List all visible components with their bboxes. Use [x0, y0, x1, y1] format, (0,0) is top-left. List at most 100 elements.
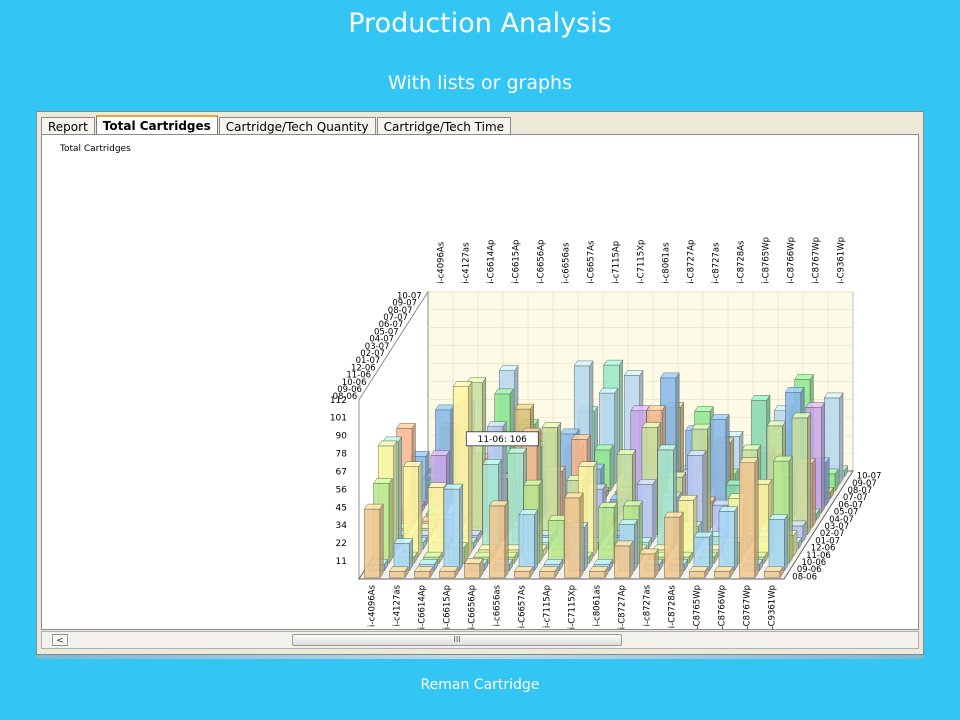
- category-label-bottom: i-C9361Wp: [768, 585, 778, 629]
- y-tick-label: 67: [336, 467, 347, 477]
- chart-bar[interactable]: [393, 537, 414, 572]
- chart-bar[interactable]: [688, 565, 709, 579]
- depth-label-left: 05-07: [374, 327, 399, 337]
- chart-bar[interactable]: [663, 511, 684, 579]
- category-label-bottom: i-c8727as: [643, 584, 653, 626]
- category-label-top: i-C6657As: [587, 240, 597, 284]
- category-label-bottom: i-c4096As: [368, 584, 378, 627]
- 3d-bar-chart[interactable]: 112234455667789010111208-0609-0610-0611-…: [42, 135, 918, 629]
- slide-footer: Reman Cartridge: [420, 677, 540, 693]
- category-label-bottom: i-c8061as: [593, 584, 603, 626]
- depth-label-right: 09-06: [797, 565, 822, 575]
- tooltip-text: 11-06: 106: [478, 435, 527, 445]
- category-label-top: i-C8727Ap: [687, 240, 697, 284]
- chart-bar[interactable]: [791, 412, 812, 536]
- tab-total-cartridges[interactable]: Total Cartridges: [95, 115, 218, 137]
- depth-label-right: 08-06: [792, 572, 817, 582]
- category-label-top: i-C6656Ap: [537, 240, 547, 284]
- chart-bar[interactable]: [463, 557, 484, 579]
- chart-bar[interactable]: [363, 503, 384, 579]
- depth-label-left: 10-07: [397, 291, 422, 301]
- category-label-top: i-C7115Xp: [637, 240, 647, 284]
- category-label-top: i-c6656as: [562, 242, 572, 284]
- category-label-top: i-C8766Wp: [787, 237, 797, 284]
- chart-bar[interactable]: [438, 565, 459, 579]
- tab-cartridge-tech-quantity[interactable]: Cartridge/Tech Quantity: [218, 117, 376, 136]
- y-tick-label: 56: [336, 485, 348, 495]
- y-tick-label: 101: [330, 414, 347, 424]
- category-label-top: i-C6615Ap: [512, 240, 522, 284]
- chart-bar[interactable]: [718, 505, 739, 572]
- chart-bar[interactable]: [768, 513, 789, 572]
- depth-label-left: 07-07: [383, 313, 408, 323]
- category-label-top: i-c7115Ap: [612, 241, 622, 284]
- category-label-bottom: i-C8727Ap: [618, 585, 628, 629]
- category-label-bottom: i-C7115Xp: [568, 585, 578, 629]
- chart-bar[interactable]: [413, 565, 434, 579]
- category-label-bottom: i-c7115Ap: [543, 585, 553, 628]
- depth-label-left: 01-07: [356, 356, 381, 366]
- depth-label-left: 06-07: [379, 320, 404, 330]
- chart-bar[interactable]: [513, 565, 534, 579]
- depth-label-left: 09-07: [392, 299, 417, 309]
- depth-label-left: 03-07: [365, 342, 390, 352]
- chart-bar[interactable]: [713, 565, 734, 579]
- depth-label-right: 03-07: [825, 522, 850, 532]
- chart-bar[interactable]: [563, 492, 584, 579]
- y-tick-label: 112: [330, 396, 347, 406]
- y-tick-label: 78: [336, 450, 348, 460]
- tab-bar: Report Total Cartridges Cartridge/Tech Q…: [41, 115, 512, 137]
- horizontal-scrollbar[interactable]: < III: [41, 631, 919, 649]
- chart-bar[interactable]: [402, 460, 423, 558]
- tab-cartridge-tech-time[interactable]: Cartridge/Tech Time: [376, 117, 512, 136]
- depth-label-right: 01-07: [815, 536, 840, 546]
- category-label-bottom: i-c6656as: [493, 584, 503, 626]
- scroll-thumb[interactable]: III: [292, 634, 622, 646]
- category-label-top: i-c8727as: [712, 242, 722, 284]
- depth-label-left: 09-06: [337, 385, 362, 395]
- category-label-bottom: i-C6656Ap: [468, 585, 478, 629]
- category-label-bottom: i-c4127as: [393, 584, 403, 626]
- category-label-top: i-C9361Wp: [837, 237, 847, 284]
- y-tick-label: 34: [336, 521, 348, 531]
- category-label-top: i-C6614Ap: [487, 240, 497, 284]
- scroll-left-button[interactable]: <: [52, 634, 68, 646]
- chart-bar[interactable]: [388, 565, 409, 579]
- chart-bar[interactable]: [443, 483, 464, 572]
- chart-bar[interactable]: [588, 565, 609, 579]
- category-label-bottom: i-C8766Wp: [718, 585, 728, 629]
- window-bottom-edge: [36, 655, 924, 659]
- chart-bar[interactable]: [538, 565, 559, 579]
- category-label-bottom: i-C8767Wp: [743, 585, 753, 629]
- depth-label-left: 10-06: [342, 378, 367, 388]
- slide-subtitle: With lists or graphs: [387, 72, 573, 94]
- chart-bar[interactable]: [693, 531, 714, 572]
- depth-label-left: 02-07: [360, 349, 385, 359]
- chart-bar[interactable]: [518, 508, 539, 572]
- category-label-bottom: i-C6657As: [518, 584, 528, 628]
- depth-label-right: 11-06: [806, 551, 831, 561]
- chart-title: Total Cartridges: [60, 144, 131, 154]
- depth-label-left: 11-06: [346, 371, 371, 381]
- category-label-top: i-c4127as: [462, 242, 472, 284]
- tab-report[interactable]: Report: [41, 117, 95, 136]
- depth-label-right: 10-06: [802, 558, 827, 568]
- depth-label-right: 06-07: [838, 500, 863, 510]
- category-label-top: i-C8767Wp: [812, 237, 822, 284]
- depth-label-left: 08-07: [388, 306, 413, 316]
- depth-label-right: 02-07: [820, 529, 845, 539]
- category-label-bottom: i-C8765Wp: [693, 585, 703, 629]
- chart-bar[interactable]: [638, 548, 659, 579]
- category-label-top: i-c4096As: [437, 241, 447, 284]
- y-tick-label: 45: [336, 503, 347, 513]
- chart-bar[interactable]: [488, 500, 509, 579]
- category-label-bottom: i-C6614Ap: [418, 585, 428, 629]
- depth-label-left: 08-06: [333, 392, 358, 402]
- chart-bar[interactable]: [613, 540, 634, 579]
- report-window: Report Total Cartridges Cartridge/Tech Q…: [36, 111, 924, 655]
- slide-title: Production Analysis: [348, 8, 612, 39]
- y-tick-label: 90: [336, 432, 348, 442]
- category-label-top: i-C8765Wp: [762, 237, 772, 284]
- chart-bar[interactable]: [738, 456, 759, 579]
- chart-bar[interactable]: [763, 565, 784, 579]
